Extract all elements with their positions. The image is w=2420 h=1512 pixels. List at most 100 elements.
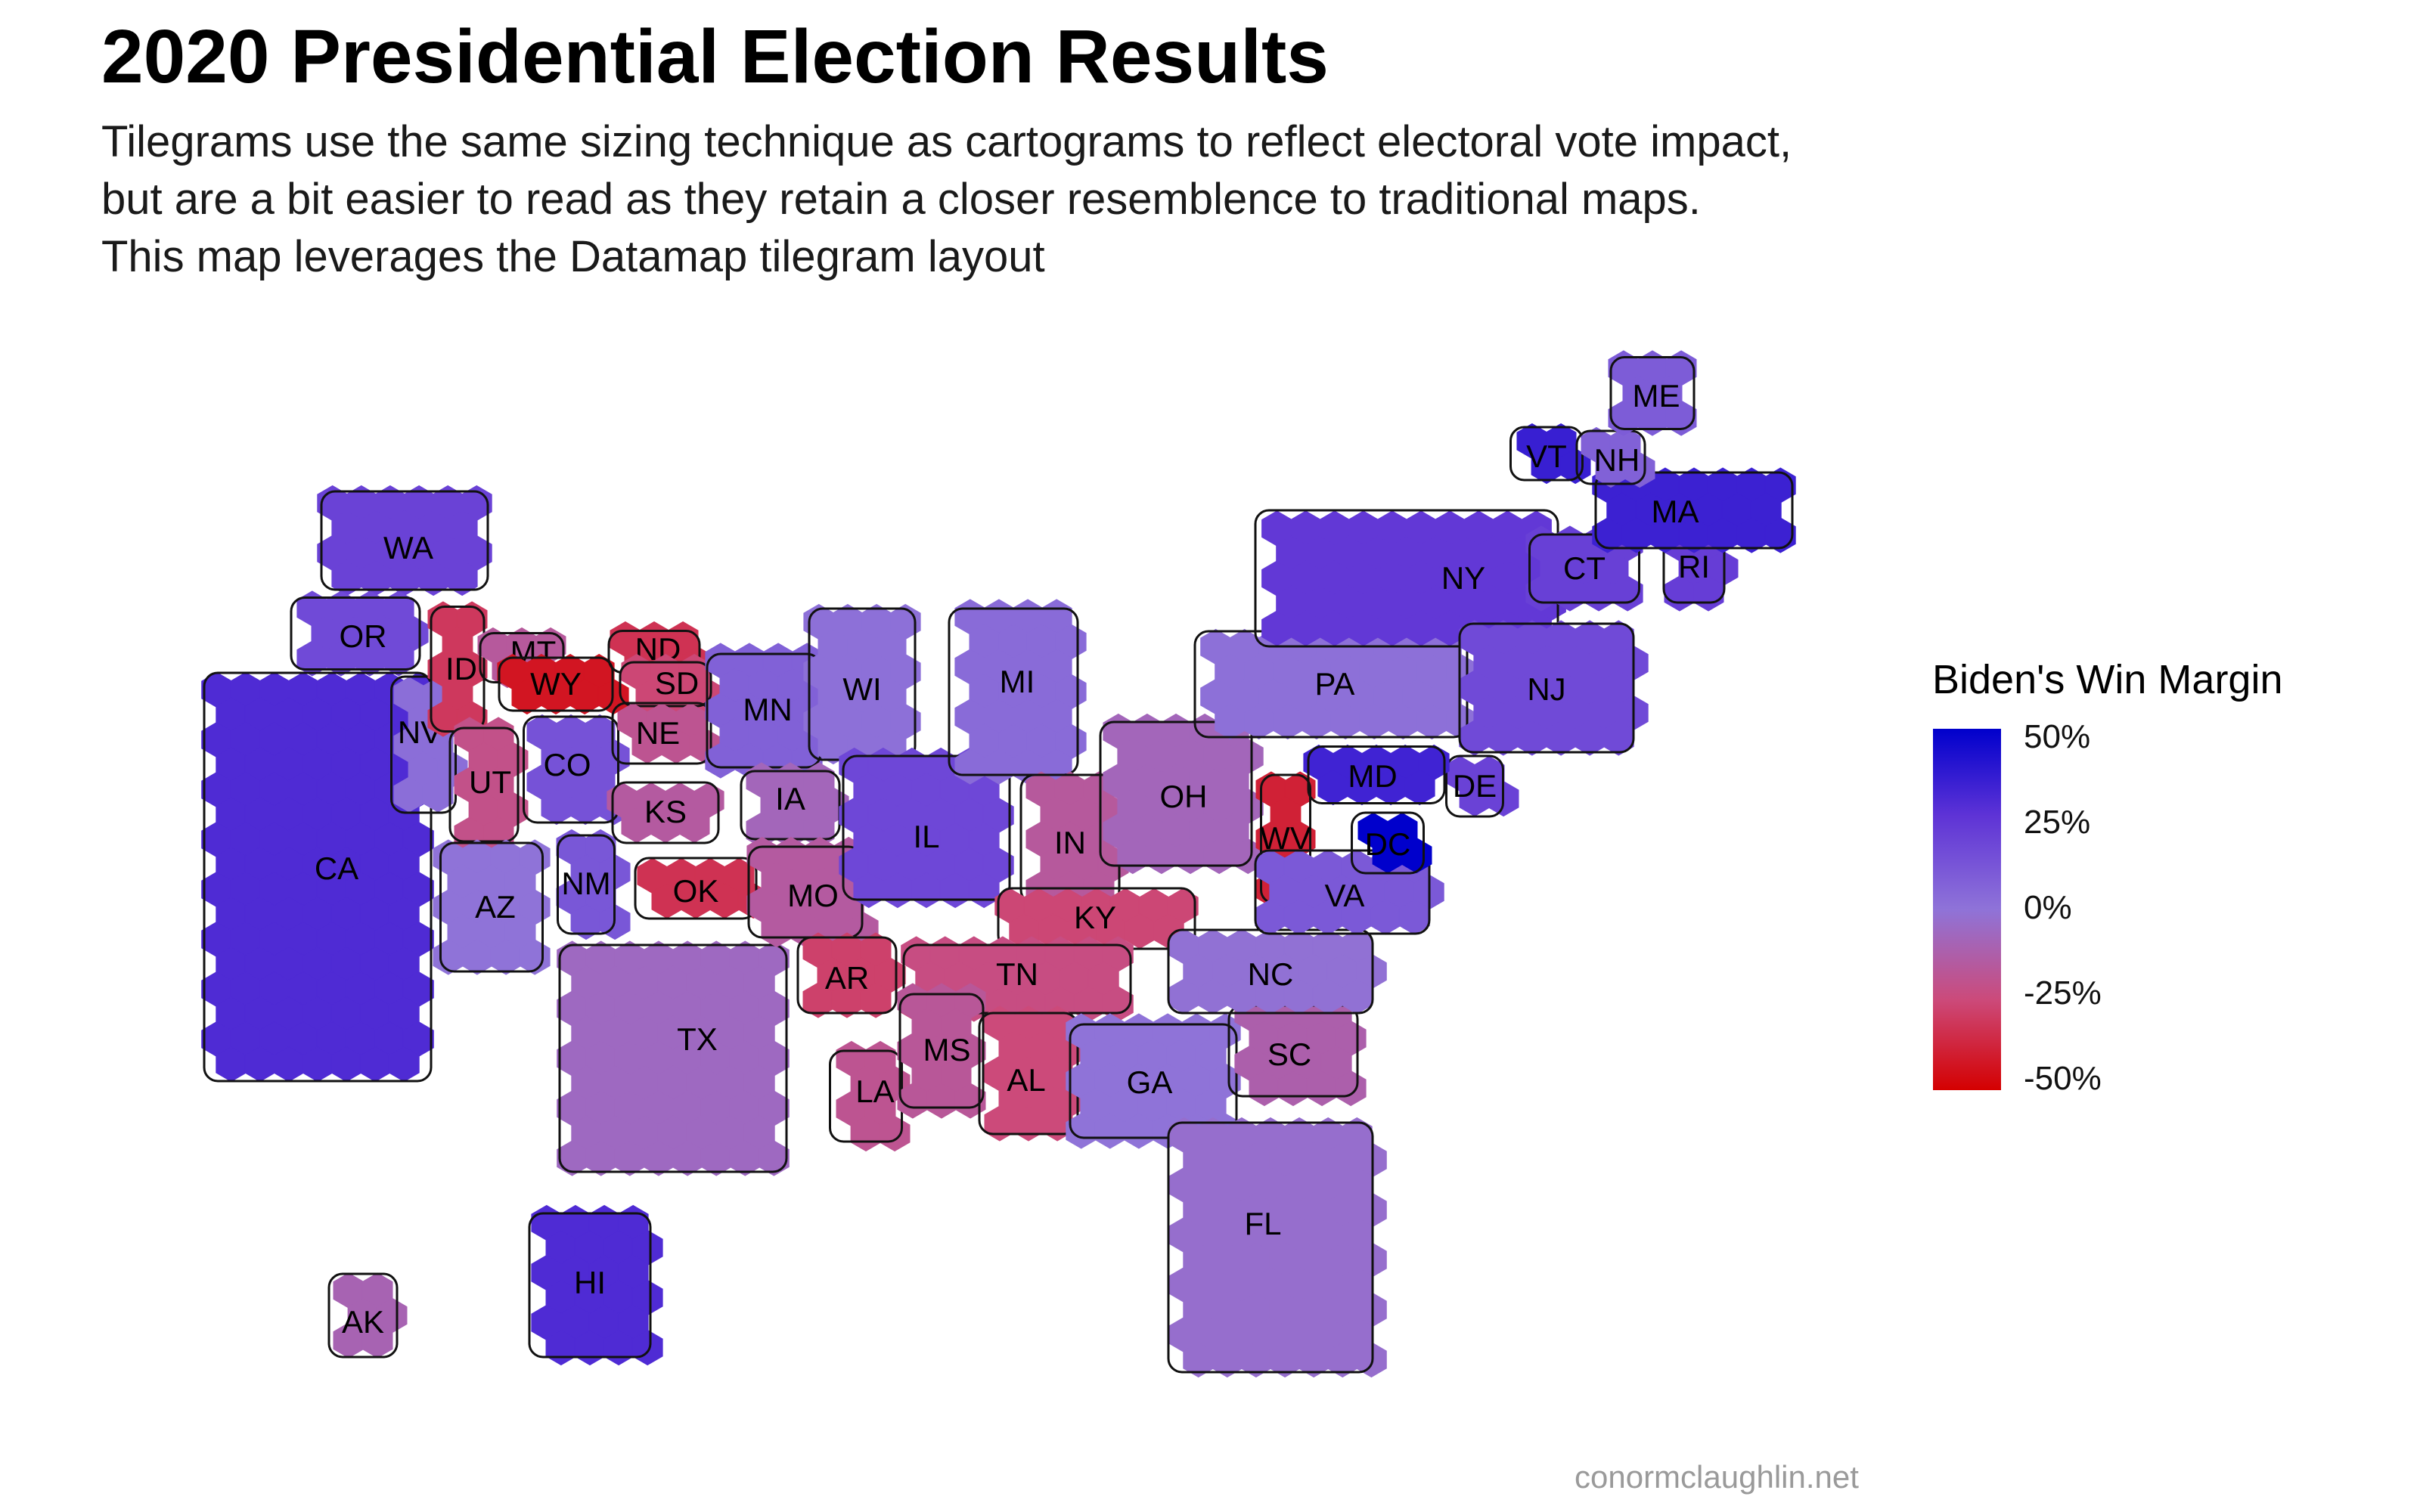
state-label: IL <box>913 819 939 854</box>
hex-tile <box>1602 720 1634 756</box>
state-nc: NC <box>1167 928 1387 1015</box>
state-outline <box>1099 720 1253 867</box>
state-outline <box>1069 1023 1238 1139</box>
state-outline <box>327 1272 399 1359</box>
hex-tile <box>954 1083 986 1119</box>
state-label: MN <box>743 692 792 727</box>
state-label: VA <box>1325 878 1365 913</box>
subtitle-line: Tilegrams use the same sizing technique … <box>101 117 1792 166</box>
hex-tile <box>1398 899 1430 935</box>
state-outline <box>1609 356 1696 430</box>
state-label: KS <box>644 794 687 829</box>
state-ar: AR <box>796 932 906 1018</box>
state-outline <box>611 702 712 765</box>
state-label: MO <box>787 878 839 913</box>
state-label: RI <box>1678 549 1710 584</box>
state-nj: NJ <box>1458 620 1649 756</box>
subtitle-line: This map leverages the Datamap tilegram … <box>101 232 1045 281</box>
state-label: WY <box>530 666 582 702</box>
state-label: MS <box>923 1032 971 1067</box>
state-label: NJ <box>1527 671 1565 707</box>
state-ok: OK <box>634 857 769 920</box>
legend-tick-label: -25% <box>2024 974 2102 1012</box>
state-outline <box>448 727 520 843</box>
state-ky: KY <box>994 887 1199 950</box>
state-outline <box>1254 849 1431 935</box>
state-nh: NH <box>1575 426 1655 488</box>
state-label: TX <box>677 1021 718 1057</box>
state-outline <box>203 671 433 1083</box>
state-la: LA <box>829 1040 911 1152</box>
state-ak: AK <box>327 1272 408 1359</box>
state-label: AZ <box>475 889 516 925</box>
chart-subtitle: Tilegrams use the same sizing technique … <box>101 113 1792 286</box>
hex-tile <box>678 807 710 844</box>
state-mi: MI <box>948 599 1087 785</box>
state-label: SC <box>1267 1036 1311 1072</box>
state-outline <box>1528 533 1640 604</box>
state-label: WI <box>842 671 881 707</box>
state-ia: IA <box>740 762 849 848</box>
state-id: ID <box>427 601 488 737</box>
state-outline <box>898 993 985 1109</box>
state-outline <box>842 754 1011 901</box>
source-credit: conormclaughlin.net <box>1575 1459 1859 1495</box>
state-label: MA <box>1652 494 1699 529</box>
state-label: SD <box>655 665 699 701</box>
legend-tick-label: 0% <box>2024 889 2072 926</box>
hex-tile <box>422 776 454 813</box>
state-label: DE <box>1453 768 1497 804</box>
state-de: DE <box>1444 754 1519 818</box>
state-label: IN <box>1054 825 1086 860</box>
state-outline <box>948 607 1079 776</box>
hex-tile <box>1404 769 1435 806</box>
state-label: UT <box>469 764 511 800</box>
state-label: HI <box>574 1265 606 1300</box>
state-ut: UT <box>448 717 529 853</box>
state-label: KY <box>1074 900 1116 935</box>
state-ne: NE <box>611 702 721 765</box>
state-outline <box>1458 622 1635 754</box>
state-label: MD <box>1348 758 1397 794</box>
state-label: NH <box>1594 442 1640 478</box>
legend-tick-label: 25% <box>2024 804 2091 841</box>
state-label: LA <box>855 1074 894 1109</box>
state-outline <box>1167 1121 1374 1374</box>
legend-color-bar <box>1933 729 2001 1090</box>
state-wi: WI <box>803 603 921 765</box>
state-outline <box>528 1212 652 1359</box>
state-hi: HI <box>528 1204 663 1366</box>
state-label: NC <box>1248 956 1294 992</box>
state-or: OR <box>290 590 429 677</box>
hex-tile <box>758 1140 790 1176</box>
state-outline <box>1445 754 1504 818</box>
state-al: AL <box>978 1005 1087 1142</box>
state-ca: CA <box>201 671 434 1083</box>
legend-tick-label: -50% <box>2024 1060 2102 1097</box>
state-ny: NY <box>1254 509 1566 648</box>
state-outline <box>290 596 421 671</box>
hex-tile <box>388 1046 420 1083</box>
state-outline <box>523 715 619 824</box>
state-pa: PA <box>1193 628 1476 740</box>
legend-tick-label: 50% <box>2024 718 2091 755</box>
state-label: AL <box>1007 1062 1045 1098</box>
state-label: NM <box>561 866 610 901</box>
hex-tile <box>1355 1341 1387 1378</box>
chart-title: 2020 Presidential Election Results <box>101 14 1329 99</box>
state-label: DC <box>1365 826 1411 862</box>
state-label: CT <box>1563 550 1606 586</box>
state-label: OK <box>673 873 719 909</box>
state-md: MD <box>1303 744 1450 806</box>
state-outline <box>557 834 616 935</box>
state-outline <box>498 656 614 712</box>
state-mn: MN <box>705 643 837 779</box>
hex-tile <box>1624 451 1655 488</box>
state-me: ME <box>1608 350 1697 436</box>
hex-tile <box>446 559 478 596</box>
state-oh: OH <box>1099 713 1264 875</box>
state-label: ME <box>1633 378 1680 414</box>
state-outline <box>1575 429 1646 485</box>
